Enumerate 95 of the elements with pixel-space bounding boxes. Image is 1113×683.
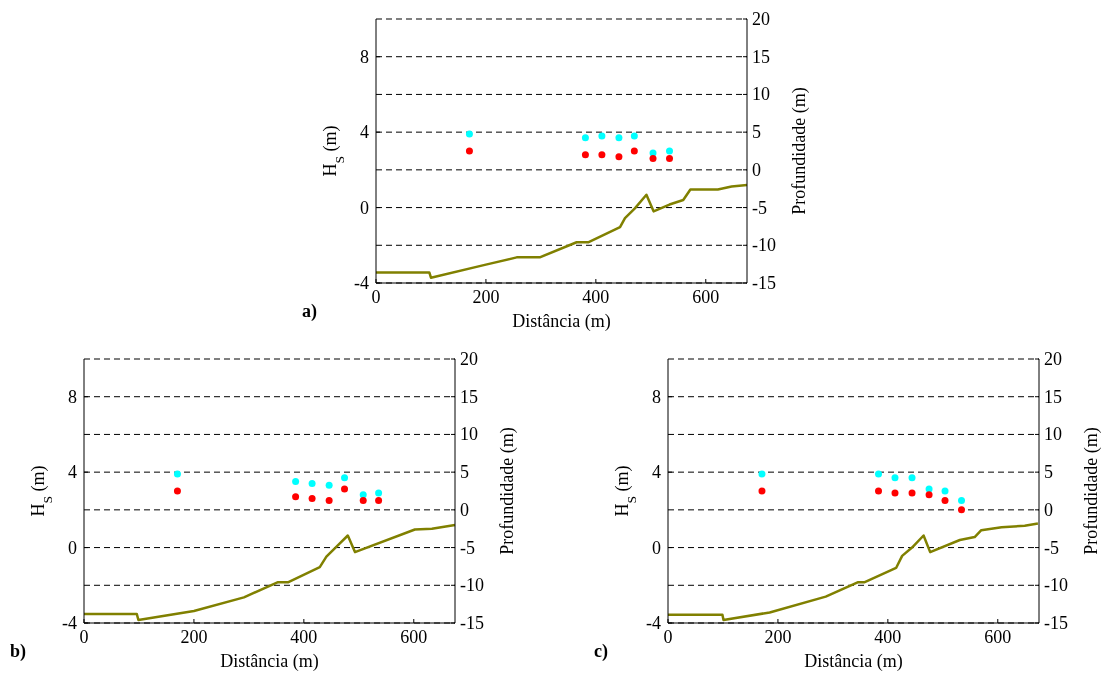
y-tick-label: 8	[652, 386, 661, 407]
point	[615, 134, 623, 142]
point	[666, 147, 673, 155]
y2-axis-title: Profundidade (m)	[1081, 427, 1102, 555]
point	[465, 147, 473, 155]
x-tick-label: 200	[180, 627, 208, 647]
y2-tick-label: -10	[752, 235, 776, 256]
x-tick-label: 600	[984, 627, 1012, 647]
x-axis-title: Distância (m)	[804, 651, 903, 672]
text: a)	[302, 301, 317, 322]
point	[308, 479, 316, 487]
y2-tick-label: -5	[752, 197, 767, 218]
y2-axis-title: Profundidade (m)	[497, 427, 518, 555]
point	[908, 474, 916, 482]
point	[325, 481, 333, 489]
point	[891, 489, 899, 497]
x-tick-label: 600	[692, 287, 720, 307]
y2-axis-title: Profundidade (m)	[789, 87, 810, 215]
y2-tick-label: 5	[752, 122, 761, 143]
y2-tick-label: 15	[1044, 386, 1062, 407]
x-axis-title: Distância (m)	[512, 311, 611, 332]
y-tick-label: 8	[68, 386, 77, 407]
point	[958, 506, 965, 514]
y2-tick-label: -5	[1044, 537, 1059, 558]
point	[941, 496, 949, 504]
y2-tick-label: -10	[1044, 575, 1068, 596]
point	[173, 487, 181, 495]
point	[758, 470, 766, 478]
point	[375, 489, 383, 497]
y-tick-label: 4	[360, 122, 369, 143]
point	[292, 493, 300, 501]
point	[758, 487, 766, 495]
point	[375, 496, 383, 504]
point	[359, 496, 367, 504]
point	[598, 132, 606, 140]
y2-tick-label: -15	[752, 273, 776, 293]
y2-tick-label: 15	[752, 46, 770, 67]
point	[941, 487, 949, 495]
y2-tick-label: 10	[460, 424, 478, 445]
y2-tick-label: 5	[460, 462, 469, 483]
y-tick-label: 8	[360, 46, 369, 67]
y2-tick-label: -15	[460, 613, 484, 633]
x-tick-label: 200	[764, 627, 792, 647]
x-tick-label: 600	[400, 627, 428, 647]
y2-tick-label: -10	[460, 575, 484, 596]
y-tick-label: -4	[354, 273, 369, 293]
point	[341, 485, 349, 493]
text: b)	[10, 641, 27, 662]
point	[308, 495, 316, 503]
x-axis-title: Distância (m)	[220, 651, 319, 672]
point	[958, 496, 965, 504]
y2-tick-label: 10	[752, 84, 770, 105]
y-tick-label: 0	[360, 197, 369, 218]
point	[581, 134, 589, 142]
point	[908, 489, 916, 497]
point	[598, 151, 606, 159]
text: c)	[594, 641, 608, 662]
y2-tick-label: 0	[460, 499, 469, 520]
y2-tick-label: 10	[1044, 424, 1062, 445]
y2-tick-label: 15	[460, 386, 478, 407]
x-tick-label: 400	[582, 287, 610, 307]
y2-tick-label: 20	[1044, 349, 1062, 369]
y2-tick-label: 20	[752, 9, 770, 29]
point	[581, 151, 589, 159]
x-tick-label: 200	[472, 287, 500, 307]
point	[325, 496, 333, 504]
y-tick-label: 0	[652, 537, 661, 558]
point	[359, 491, 367, 499]
y-tick-label: 0	[68, 537, 77, 558]
point	[891, 474, 899, 482]
y-tick-label: -4	[646, 613, 661, 633]
point	[875, 487, 883, 495]
y2-tick-label: 0	[1044, 499, 1053, 520]
point	[292, 478, 300, 486]
point	[465, 130, 473, 138]
point	[630, 147, 638, 155]
y-tick-label: -4	[62, 613, 77, 633]
point	[173, 470, 181, 478]
point	[666, 155, 673, 163]
point	[630, 132, 638, 140]
y2-tick-label: 0	[752, 159, 761, 180]
point	[875, 470, 883, 478]
line-series	[374, 183, 749, 279]
point	[925, 491, 933, 499]
point	[615, 153, 623, 161]
point	[341, 474, 349, 482]
x-tick-label: 400	[290, 627, 318, 647]
x-tick-label: 400	[874, 627, 902, 647]
y2-tick-label: -5	[460, 537, 475, 558]
y2-tick-label: 5	[1044, 462, 1053, 483]
y-tick-label: 4	[68, 462, 77, 483]
y2-tick-label: -15	[1044, 613, 1068, 633]
y2-tick-label: 20	[460, 349, 478, 369]
y-tick-label: 4	[652, 462, 661, 483]
point	[649, 155, 657, 163]
